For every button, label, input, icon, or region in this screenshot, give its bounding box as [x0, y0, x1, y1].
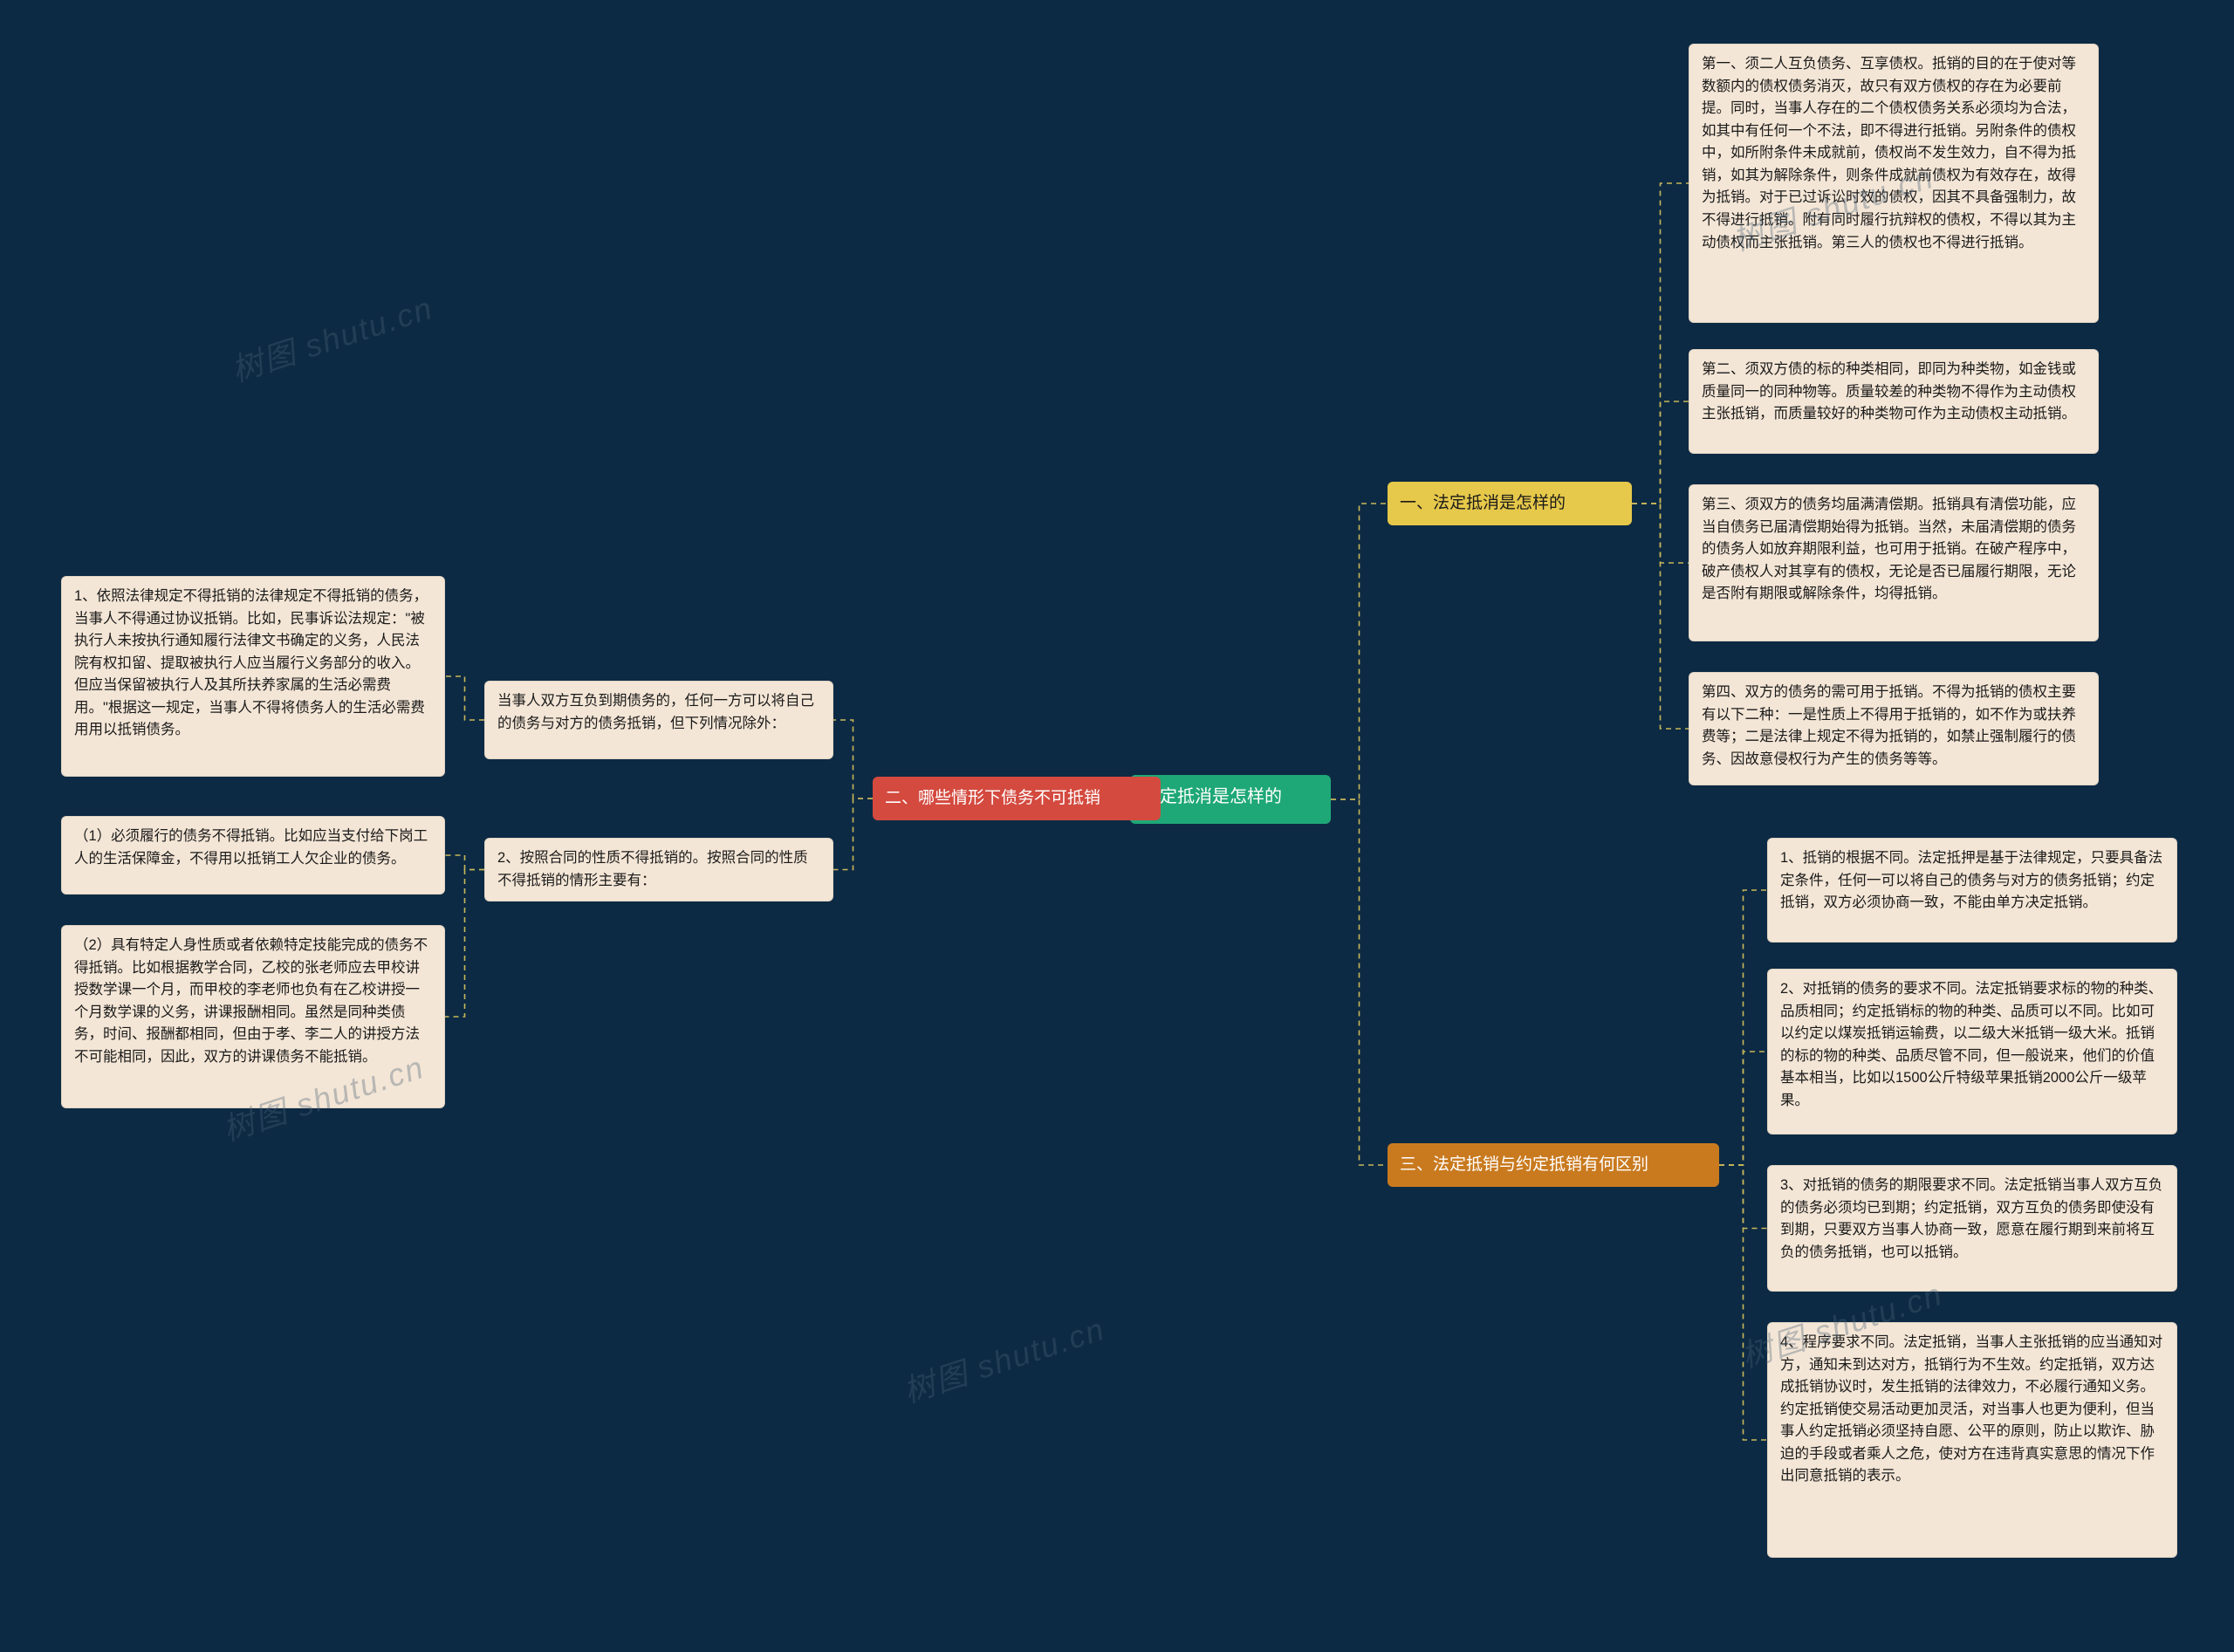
- connector: [1719, 1052, 1767, 1165]
- leaf-1-3[interactable]: 第三、须双方的债务均届满清偿期。抵销具有清偿功能，应当自债务已届清偿期始得为抵销…: [1689, 484, 2099, 641]
- connector: [1632, 504, 1689, 729]
- connector: [1719, 1165, 1767, 1440]
- connector: [1632, 183, 1689, 504]
- connector: [1331, 799, 1388, 1165]
- leaf-2-2-1[interactable]: （1）必须履行的债务不得抵销。比如应当支付给下岗工人的生活保障金，不得用以抵销工…: [61, 816, 445, 895]
- leaf-3-4[interactable]: 4、程序要求不同。法定抵销，当事人主张抵销的应当通知对方，通知未到达对方，抵销行…: [1767, 1322, 2177, 1558]
- leaf-2-2-2[interactable]: （2）具有特定人身性质或者依赖特定技能完成的债务不得抵销。比如根据教学合同，乙校…: [61, 925, 445, 1108]
- connector: [445, 676, 484, 720]
- leaf-3-2[interactable]: 2、对抵销的债务的要求不同。法定抵销要求标的物的种类、品质相同；约定抵销标的物的…: [1767, 969, 2177, 1134]
- leaf-1-2[interactable]: 第二、须双方债的标的种类相同，即同为种类物，如金钱或质量同一的同种物等。质量较差…: [1689, 349, 2099, 454]
- branch-2[interactable]: 二、哪些情形下债务不可抵销: [873, 777, 1161, 820]
- leaf-2-1[interactable]: 当事人双方互负到期债务的，任何一方可以将自己的债务与对方的债务抵销，但下列情况除…: [484, 681, 833, 759]
- connector: [1719, 1165, 1767, 1229]
- watermark: 树图 shutu.cn: [225, 283, 438, 391]
- connector: [833, 720, 873, 799]
- connector: [1719, 890, 1767, 1165]
- connector: [1632, 401, 1689, 504]
- connector: [445, 870, 484, 1018]
- connector: [1331, 504, 1388, 799]
- leaf-2-2[interactable]: 2、按照合同的性质不得抵销的。按照合同的性质不得抵销的情形主要有：: [484, 838, 833, 901]
- connector: [445, 855, 484, 870]
- connector: [1632, 504, 1689, 563]
- leaf-1-1[interactable]: 第一、须二人互负债务、互享债权。抵销的目的在于使对等数额内的债权债务消灭，故只有…: [1689, 44, 2099, 323]
- watermark: 树图 shutu.cn: [897, 1304, 1110, 1412]
- leaf-3-3[interactable]: 3、对抵销的债务的期限要求不同。法定抵销当事人双方互负的债务必须均已到期；约定抵…: [1767, 1165, 2177, 1292]
- branch-3[interactable]: 三、法定抵销与约定抵销有何区别: [1388, 1143, 1719, 1187]
- mindmap-stage: 法定抵消是怎样的 一、法定抵消是怎样的 二、哪些情形下债务不可抵销 三、法定抵销…: [0, 0, 2234, 1652]
- leaf-1-4[interactable]: 第四、双方的债务的需可用于抵销。不得为抵销的债权主要有以下二种：一是性质上不得用…: [1689, 672, 2099, 785]
- leaf-2-1-1[interactable]: 1、依照法律规定不得抵销的法律规定不得抵销的债务，当事人不得通过协议抵销。比如，…: [61, 576, 445, 777]
- leaf-3-1[interactable]: 1、抵销的根据不同。法定抵押是基于法律规定，只要具备法定条件，任何一可以将自己的…: [1767, 838, 2177, 943]
- connector: [833, 799, 873, 870]
- branch-1[interactable]: 一、法定抵消是怎样的: [1388, 482, 1632, 525]
